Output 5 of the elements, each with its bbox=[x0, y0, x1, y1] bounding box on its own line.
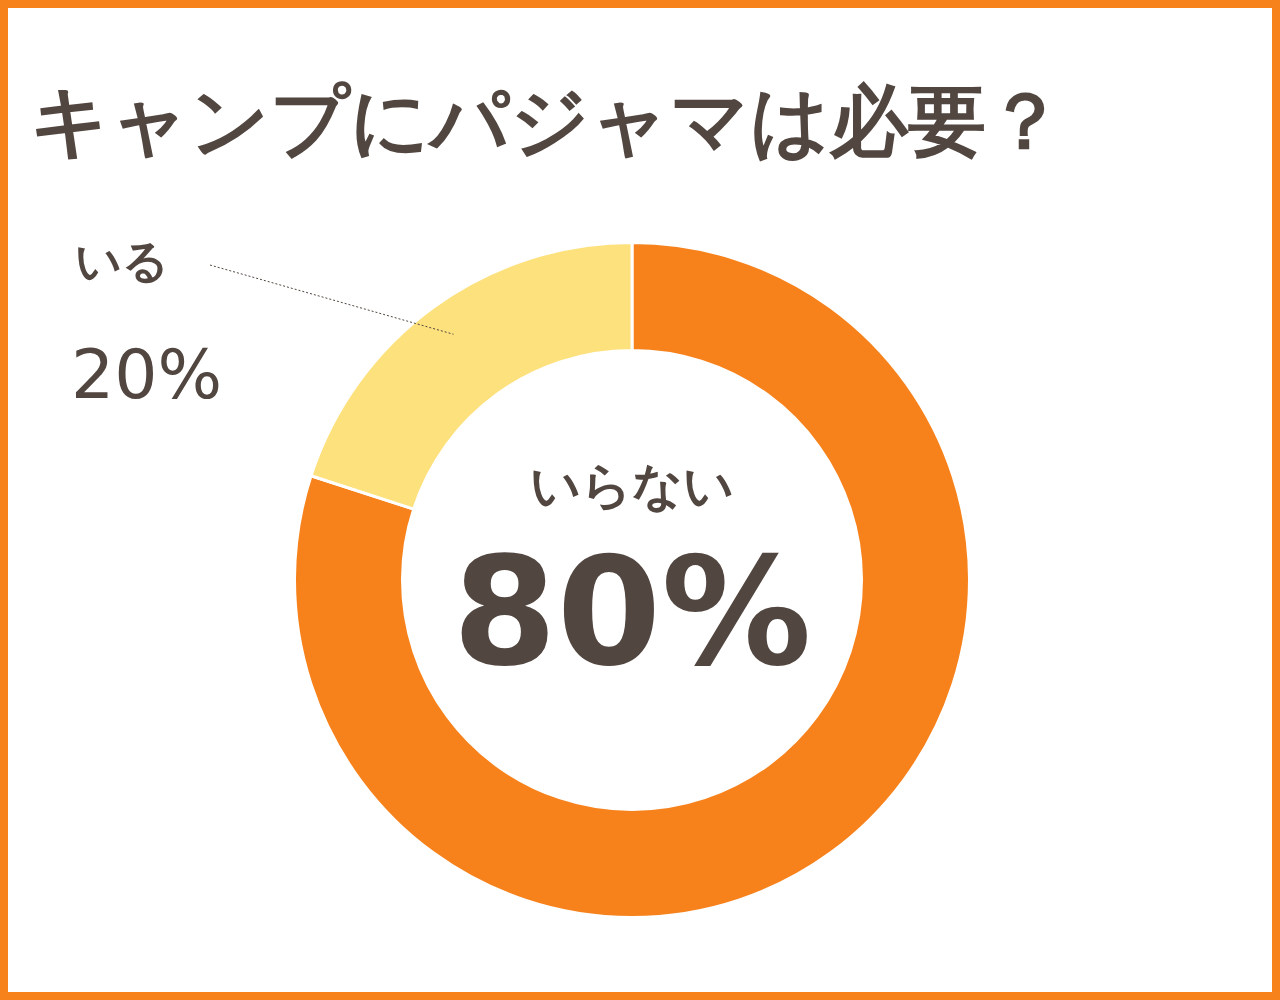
slice-label: いる bbox=[75, 233, 169, 288]
data-label: 80% bbox=[452, 524, 812, 699]
chart-title: キャンプにパジャマは必要？ bbox=[30, 75, 1064, 168]
slice-label: いらない bbox=[530, 456, 734, 515]
data-label: 20% bbox=[71, 334, 223, 414]
